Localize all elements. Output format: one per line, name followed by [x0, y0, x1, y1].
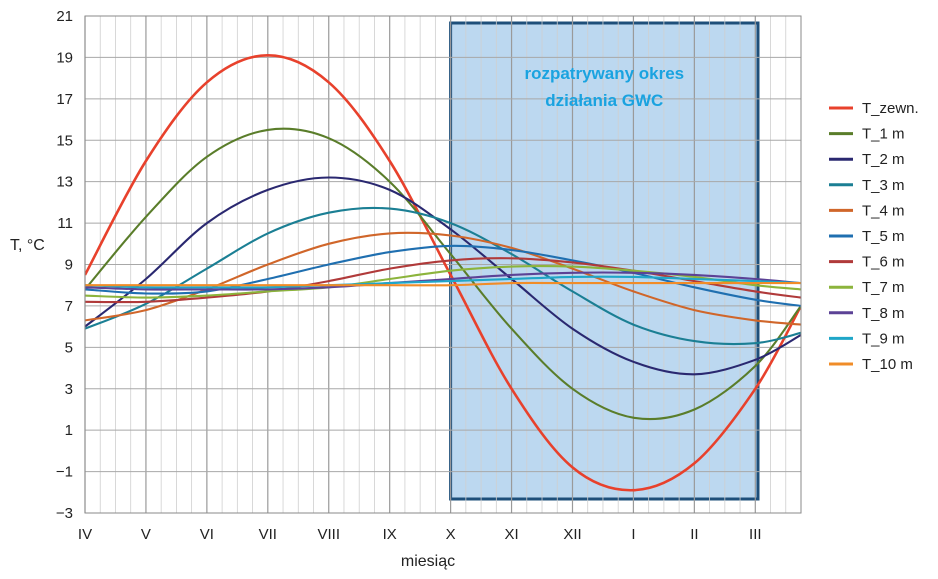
plot-frame — [84, 15, 802, 514]
y-tick-label: 15 — [56, 132, 73, 149]
x-tick-label: X — [446, 526, 456, 543]
series-line-t-1-m — [85, 127, 801, 421]
x-tick-label: VI — [200, 526, 214, 543]
y-tick-label: 7 — [65, 298, 73, 315]
gwc-period-annotation-line: działania GWC — [545, 91, 663, 110]
legend-label: T_6 m — [862, 254, 905, 271]
x-tick-label: V — [141, 526, 151, 543]
x-tick-label: I — [631, 526, 635, 543]
y-tick-label: −3 — [56, 505, 73, 522]
legend-label: T_3 m — [862, 177, 905, 194]
x-tick-label: VIII — [317, 526, 340, 543]
legend-label: T_10 m — [862, 356, 913, 373]
x-tick-label: IV — [78, 526, 92, 543]
series-line-t-5-m — [85, 244, 801, 307]
series-line-t-10-m — [85, 281, 801, 287]
y-tick-label: 5 — [65, 339, 73, 356]
legend-label: T_1 m — [862, 126, 905, 143]
legend-label: T_2 m — [862, 151, 905, 168]
legend-label: T_4 m — [862, 202, 905, 219]
x-tick-label: IX — [383, 526, 397, 543]
legend-label: T_zewn. — [862, 100, 919, 117]
series-line-t-9-m — [85, 275, 801, 289]
legend-label: T_9 m — [862, 330, 905, 347]
x-tick-label: III — [749, 526, 762, 543]
x-tick-label: II — [690, 526, 698, 543]
y-tick-label: 3 — [65, 381, 73, 398]
series-line-t-8-m — [85, 271, 801, 291]
series-line-t-2-m — [85, 176, 801, 376]
legend-label: T_5 m — [862, 228, 905, 245]
y-tick-label: 1 — [65, 422, 73, 439]
y-tick-label: 21 — [56, 8, 73, 25]
y-tick-label: 13 — [56, 174, 73, 191]
y-tick-label: 17 — [56, 91, 73, 108]
y-tick-label: 9 — [65, 257, 73, 274]
y-axis-label: T, °C — [10, 237, 45, 254]
series-line-t-7-m — [85, 265, 801, 299]
y-tick-label: 11 — [57, 215, 73, 232]
x-tick-label: XII — [563, 526, 581, 543]
legend-label: T_8 m — [862, 305, 905, 322]
x-axis-label: miesiąc — [401, 553, 455, 570]
x-tick-label: XI — [504, 526, 518, 543]
legend-label: T_7 m — [862, 279, 905, 296]
gwc-period-annotation-line: rozpatrywany okres — [524, 64, 684, 83]
series-line-t-3-m — [85, 206, 801, 346]
y-tick-label: 19 — [56, 49, 73, 66]
x-tick-label: VII — [259, 526, 277, 543]
series-line-t-6-m — [85, 257, 801, 304]
y-tick-label: −1 — [56, 464, 73, 481]
gwc-period-box — [449, 21, 760, 501]
